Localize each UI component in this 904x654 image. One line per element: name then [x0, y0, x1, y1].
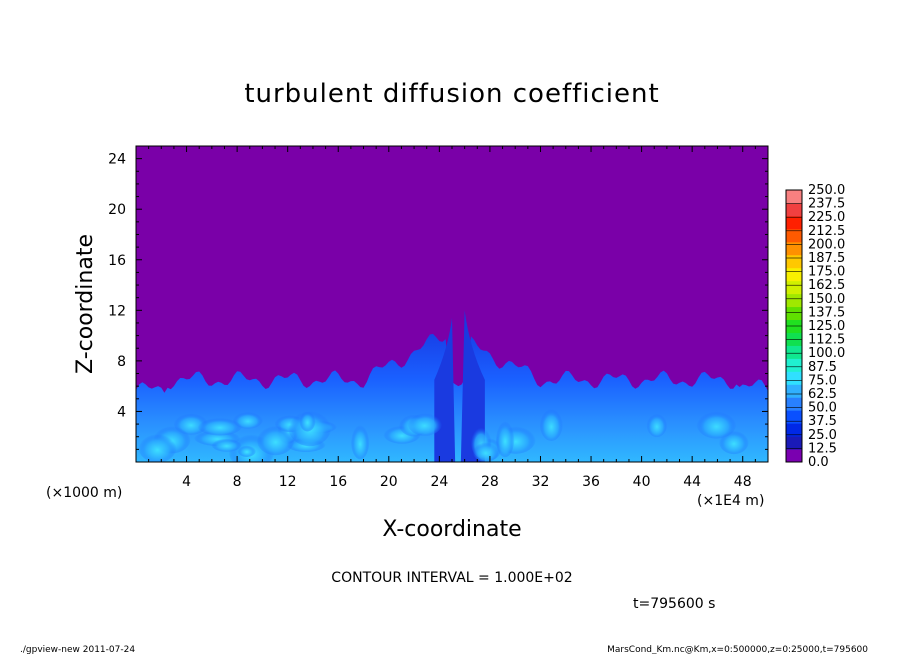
colorbar-label: 50.0	[808, 401, 837, 416]
eddy-structures	[138, 405, 749, 462]
x-axis-label: X-coordinate	[382, 517, 521, 542]
plot-area	[136, 146, 768, 462]
colorbar-label: 250.0	[808, 183, 845, 198]
colorbar-swatch	[786, 345, 802, 359]
y-scale-note: (×1000 m)	[46, 485, 122, 501]
y-tick-label: 24	[108, 152, 126, 168]
eddy	[299, 409, 316, 432]
eddy	[646, 411, 668, 438]
colorbar-label: 187.5	[808, 251, 845, 266]
colorbar-swatch	[786, 306, 802, 321]
x-scale-note: (×1E4 m)	[697, 493, 764, 509]
y-axis-label: Z-coordinate	[73, 234, 98, 374]
footer-right: MarsCond_Km.nc@Km,x=0:500000,z=0:25000,t…	[607, 645, 868, 654]
x-tick-label: 20	[380, 474, 398, 490]
colorbar-label: 37.5	[808, 414, 837, 429]
colorbar-label: 175.0	[808, 265, 845, 280]
colorbar: 0.012.525.037.550.062.575.087.5100.0112.…	[785, 183, 845, 470]
x-axis: 4 8 12 16 20 24 28 32 36 40 44 48	[148, 146, 756, 490]
colorbar-label: 87.5	[808, 360, 837, 375]
colorbar-label: 62.5	[808, 387, 837, 402]
colorbar-label: 125.0	[808, 319, 845, 334]
x-tick-label: 12	[279, 474, 297, 490]
y-tick-label: 12	[108, 303, 126, 319]
colorbar-swatch	[786, 449, 802, 463]
eddy	[407, 410, 443, 436]
eddy	[350, 421, 370, 460]
colorbar-swatch	[786, 358, 802, 372]
colorbar-label: 162.5	[808, 278, 845, 293]
eddy	[696, 408, 737, 439]
colorbar-label: 25.0	[808, 428, 837, 443]
colorbar-label: 137.5	[808, 305, 845, 320]
x-tick-label: 40	[633, 474, 651, 490]
eddy	[197, 416, 243, 436]
colorbar-label: 0.0	[808, 455, 829, 470]
convective-plume-right	[460, 310, 485, 462]
x-tick-label: 4	[182, 474, 191, 490]
chart-title: turbulent diffusion coefficient	[244, 79, 659, 109]
x-tick-label: 48	[734, 474, 752, 490]
colorbar-label: 112.5	[808, 333, 845, 348]
x-tick-label: 24	[430, 474, 448, 490]
colorbar-swatch	[786, 190, 802, 204]
eddy	[211, 437, 242, 452]
colorbar-label: 150.0	[808, 292, 845, 307]
colorbar-swatch	[786, 280, 802, 295]
eddy	[495, 417, 515, 458]
colorbar-label: 200.0	[808, 237, 845, 252]
colorbar-swatch	[786, 241, 802, 256]
colorbar-swatch	[786, 332, 802, 346]
colorbar-swatch	[786, 371, 802, 385]
colorbar-label: 225.0	[808, 210, 845, 225]
colorbar-swatch	[786, 410, 802, 424]
eddy	[256, 422, 295, 456]
x-tick-label: 28	[481, 474, 499, 490]
eddy	[472, 440, 499, 462]
y-axis: 4 8 12 16 20 24	[108, 152, 768, 450]
y-tick-label: 4	[117, 404, 126, 420]
y-tick-label: 20	[108, 202, 126, 218]
colorbar-swatch	[786, 293, 802, 308]
eddy	[539, 405, 563, 441]
eddy	[237, 444, 257, 457]
footer-left: ./gpview-new 2011-07-24	[20, 645, 135, 654]
colorbar-swatch	[786, 215, 802, 230]
contour-interval: CONTOUR INTERVAL = 1.000E+02	[331, 570, 572, 586]
colorbar-swatch	[786, 397, 802, 411]
x-tick-label: 8	[233, 474, 242, 490]
x-tick-label: 32	[532, 474, 550, 490]
colorbar-label: 12.5	[808, 441, 837, 456]
colorbar-swatch	[786, 267, 802, 282]
x-tick-label: 16	[329, 474, 347, 490]
y-tick-label: 8	[117, 354, 126, 370]
x-tick-label: 36	[582, 474, 600, 490]
eddy	[138, 431, 177, 462]
colorbar-swatch	[786, 228, 802, 243]
colorbar-swatch	[786, 423, 802, 437]
colorbar-label: 100.0	[808, 346, 845, 361]
colorbar-label: 75.0	[808, 373, 837, 388]
colorbar-swatch	[786, 436, 802, 450]
y-tick-label: 16	[108, 253, 126, 269]
colorbar-swatch	[786, 254, 802, 269]
x-tick-label: 44	[683, 474, 701, 490]
colorbar-swatch	[786, 202, 802, 217]
time-label: t=795600 s	[633, 596, 715, 612]
colorbar-label: 212.5	[808, 224, 845, 239]
colorbar-swatch	[786, 384, 802, 398]
colorbar-label: 237.5	[808, 197, 845, 212]
